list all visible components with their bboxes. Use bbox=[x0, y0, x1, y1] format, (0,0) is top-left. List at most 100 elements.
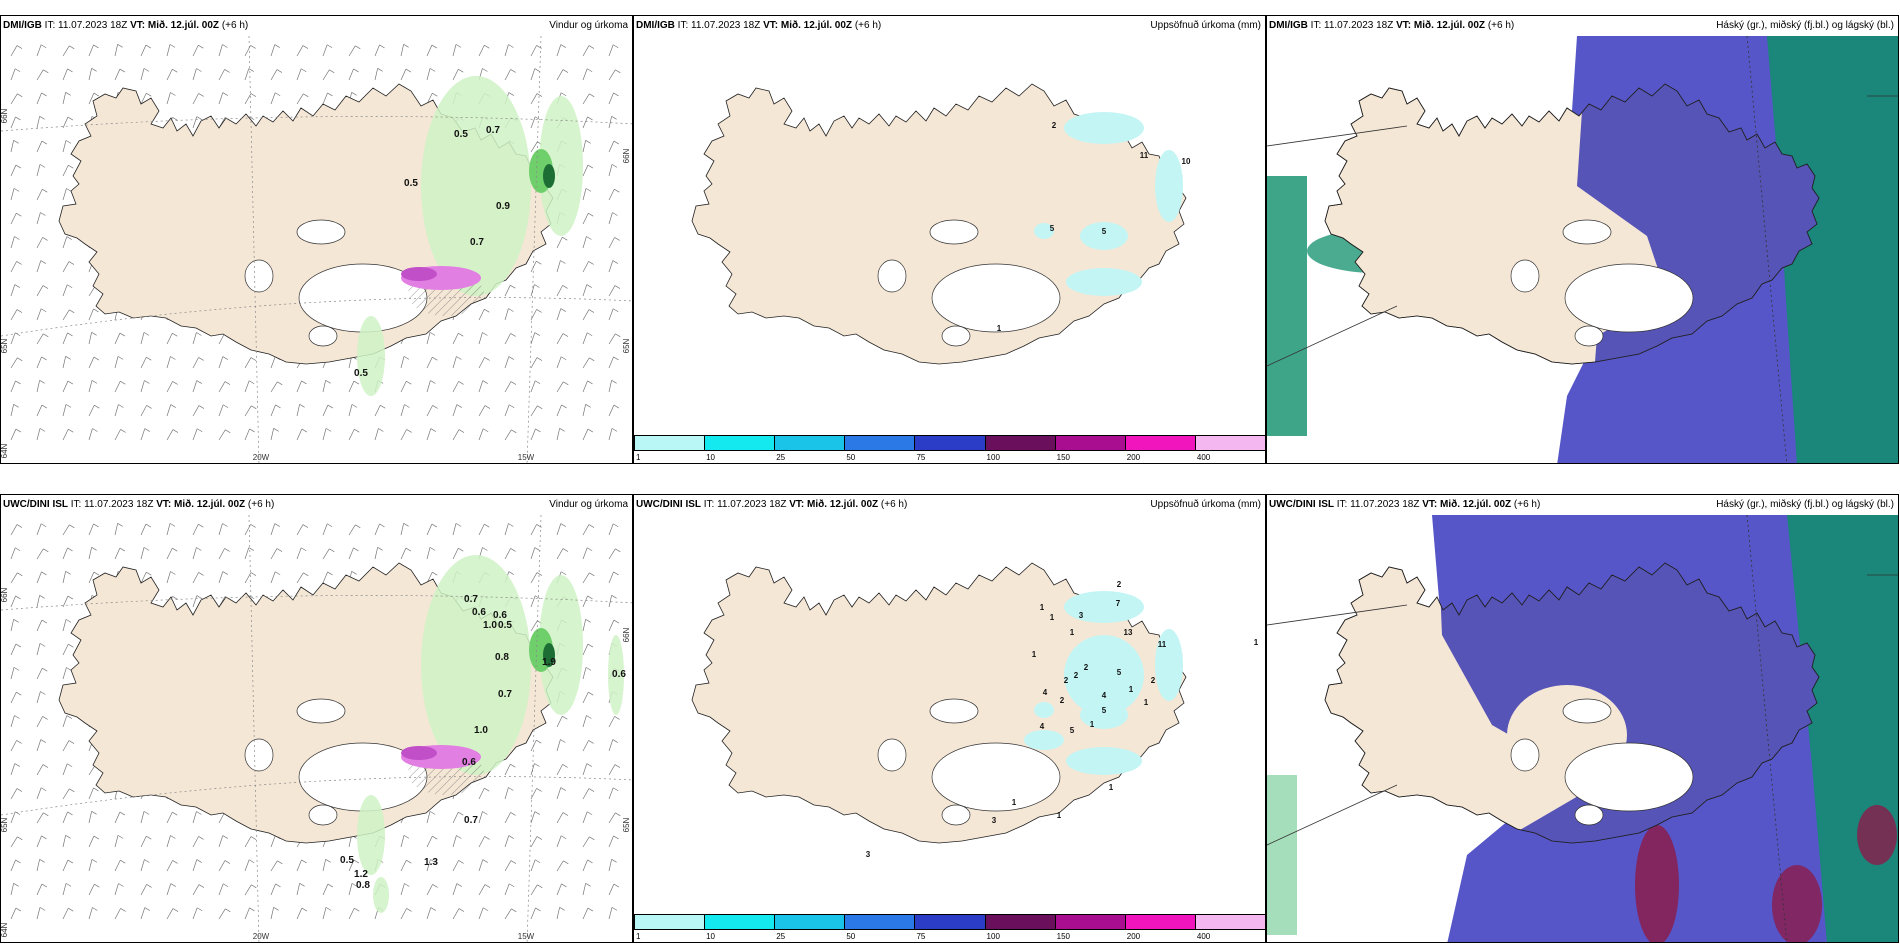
wind-barb bbox=[218, 69, 225, 81]
wind-barb-flag bbox=[406, 859, 412, 864]
wind-barb-flag bbox=[277, 860, 283, 865]
wind-barb-flag bbox=[377, 546, 383, 551]
wind-barb-flag bbox=[172, 908, 179, 912]
wind-barb-flag bbox=[93, 356, 100, 361]
wind-barb-flag bbox=[562, 764, 568, 768]
wind-barb bbox=[582, 45, 590, 57]
wind-barb bbox=[556, 523, 562, 536]
glacier-myrdalsjokull bbox=[308, 804, 338, 826]
wind-barb-flag bbox=[405, 547, 412, 552]
wind-barb-flag bbox=[325, 428, 332, 432]
wind-barb-flag bbox=[508, 835, 514, 839]
wind-barb-flag bbox=[16, 45, 23, 49]
wind-barb-flag bbox=[458, 68, 464, 73]
wind-barb-flag bbox=[41, 92, 47, 97]
wind-barb-flag bbox=[146, 884, 152, 888]
wind-barb-flag bbox=[534, 284, 540, 288]
precip-accumulation bbox=[1034, 112, 1183, 296]
wind-barb-flag bbox=[613, 883, 620, 888]
wind-barb-flag bbox=[40, 260, 46, 264]
wind-barb-flag bbox=[560, 92, 567, 97]
wind-barb bbox=[478, 811, 483, 824]
wind-barb bbox=[504, 787, 509, 800]
wind-barb-flag bbox=[16, 309, 23, 313]
value-label: 5 bbox=[1117, 668, 1122, 677]
wind-barb-flag bbox=[615, 333, 621, 338]
wind-barb-flag bbox=[39, 907, 46, 911]
wind-barb bbox=[36, 668, 43, 680]
wind-barb bbox=[608, 907, 613, 920]
wind-barb-flag bbox=[429, 547, 436, 551]
wind-barb bbox=[426, 523, 433, 536]
wind-barb-flag bbox=[276, 69, 283, 73]
wind-barb-flag bbox=[15, 116, 21, 121]
cloud-cover-map bbox=[1267, 515, 1898, 942]
wind-barb-flag bbox=[251, 405, 257, 410]
wind-barb-flag bbox=[561, 404, 567, 409]
colorbar-swatch bbox=[914, 435, 986, 451]
wind-barb bbox=[218, 571, 224, 584]
wind-barb bbox=[582, 116, 588, 129]
wind-barb bbox=[452, 44, 457, 57]
wind-barb-flag bbox=[535, 428, 541, 433]
wind-barb bbox=[400, 404, 405, 417]
wind-barb bbox=[10, 788, 18, 800]
convective-cloud-e bbox=[1857, 805, 1897, 865]
colorbar-swatch bbox=[1124, 435, 1196, 451]
wind-barb bbox=[556, 548, 564, 560]
colorbar-tick: 150 bbox=[1056, 453, 1071, 462]
colorbar-tick: 1 bbox=[636, 453, 641, 462]
wind-barb bbox=[62, 165, 69, 177]
wind-barb-flag bbox=[484, 787, 490, 792]
wind-barb bbox=[608, 69, 616, 81]
wind-barb bbox=[192, 428, 198, 441]
wind-barb-flag bbox=[508, 883, 515, 888]
wind-barb bbox=[504, 764, 511, 776]
wind-barb-flag bbox=[534, 68, 540, 72]
precip-light bbox=[421, 555, 531, 775]
value-label: 1 bbox=[1032, 650, 1037, 659]
wind-barb bbox=[244, 884, 252, 896]
wind-barb bbox=[218, 333, 225, 345]
value-label: 2 bbox=[1060, 696, 1065, 705]
valid-time-label: VT: bbox=[1396, 20, 1412, 31]
wind-barb bbox=[270, 860, 278, 872]
wind-barb bbox=[88, 356, 95, 369]
wind-barb-flag bbox=[482, 68, 488, 72]
precip-south-glacier bbox=[1066, 268, 1142, 296]
wind-barb-flag bbox=[15, 907, 22, 912]
wind-barb-flag bbox=[146, 405, 152, 409]
wind-barb bbox=[608, 140, 615, 153]
wind-barb bbox=[322, 523, 328, 536]
wind-barb bbox=[10, 404, 14, 417]
wind-barb bbox=[426, 357, 433, 369]
wind-barb bbox=[322, 907, 327, 920]
wind-barb-flag bbox=[482, 907, 489, 912]
wind-barb bbox=[62, 908, 69, 920]
wind-barb bbox=[140, 523, 147, 536]
wind-barb-flag bbox=[484, 884, 491, 888]
wind-barb bbox=[88, 332, 92, 345]
wind-barb-flag bbox=[300, 68, 307, 73]
wind-barb-flag bbox=[587, 595, 593, 600]
wind-barb-flag bbox=[508, 356, 514, 360]
wind-barb bbox=[62, 140, 67, 153]
colorbar-swatch bbox=[1194, 914, 1265, 930]
wind-barb bbox=[374, 405, 381, 417]
wind-barb-flag bbox=[380, 404, 386, 409]
wind-barb bbox=[608, 883, 615, 896]
precip-glacier-west bbox=[1024, 730, 1064, 750]
wind-barb-flag bbox=[250, 93, 257, 97]
wind-barb-flag bbox=[511, 429, 517, 434]
wind-barb-flag bbox=[612, 308, 619, 313]
wind-barb-flag bbox=[587, 428, 594, 433]
wind-barb-flag bbox=[16, 691, 22, 696]
wind-barb-flag bbox=[299, 403, 305, 408]
wind-barb-flag bbox=[431, 44, 438, 49]
colorbar-tick: 100 bbox=[986, 453, 1000, 462]
coastline bbox=[1324, 562, 1820, 844]
wind-barb bbox=[10, 667, 15, 680]
wind-barb bbox=[608, 92, 614, 105]
wind-barb bbox=[166, 381, 173, 393]
wind-barb-flag bbox=[170, 356, 176, 360]
